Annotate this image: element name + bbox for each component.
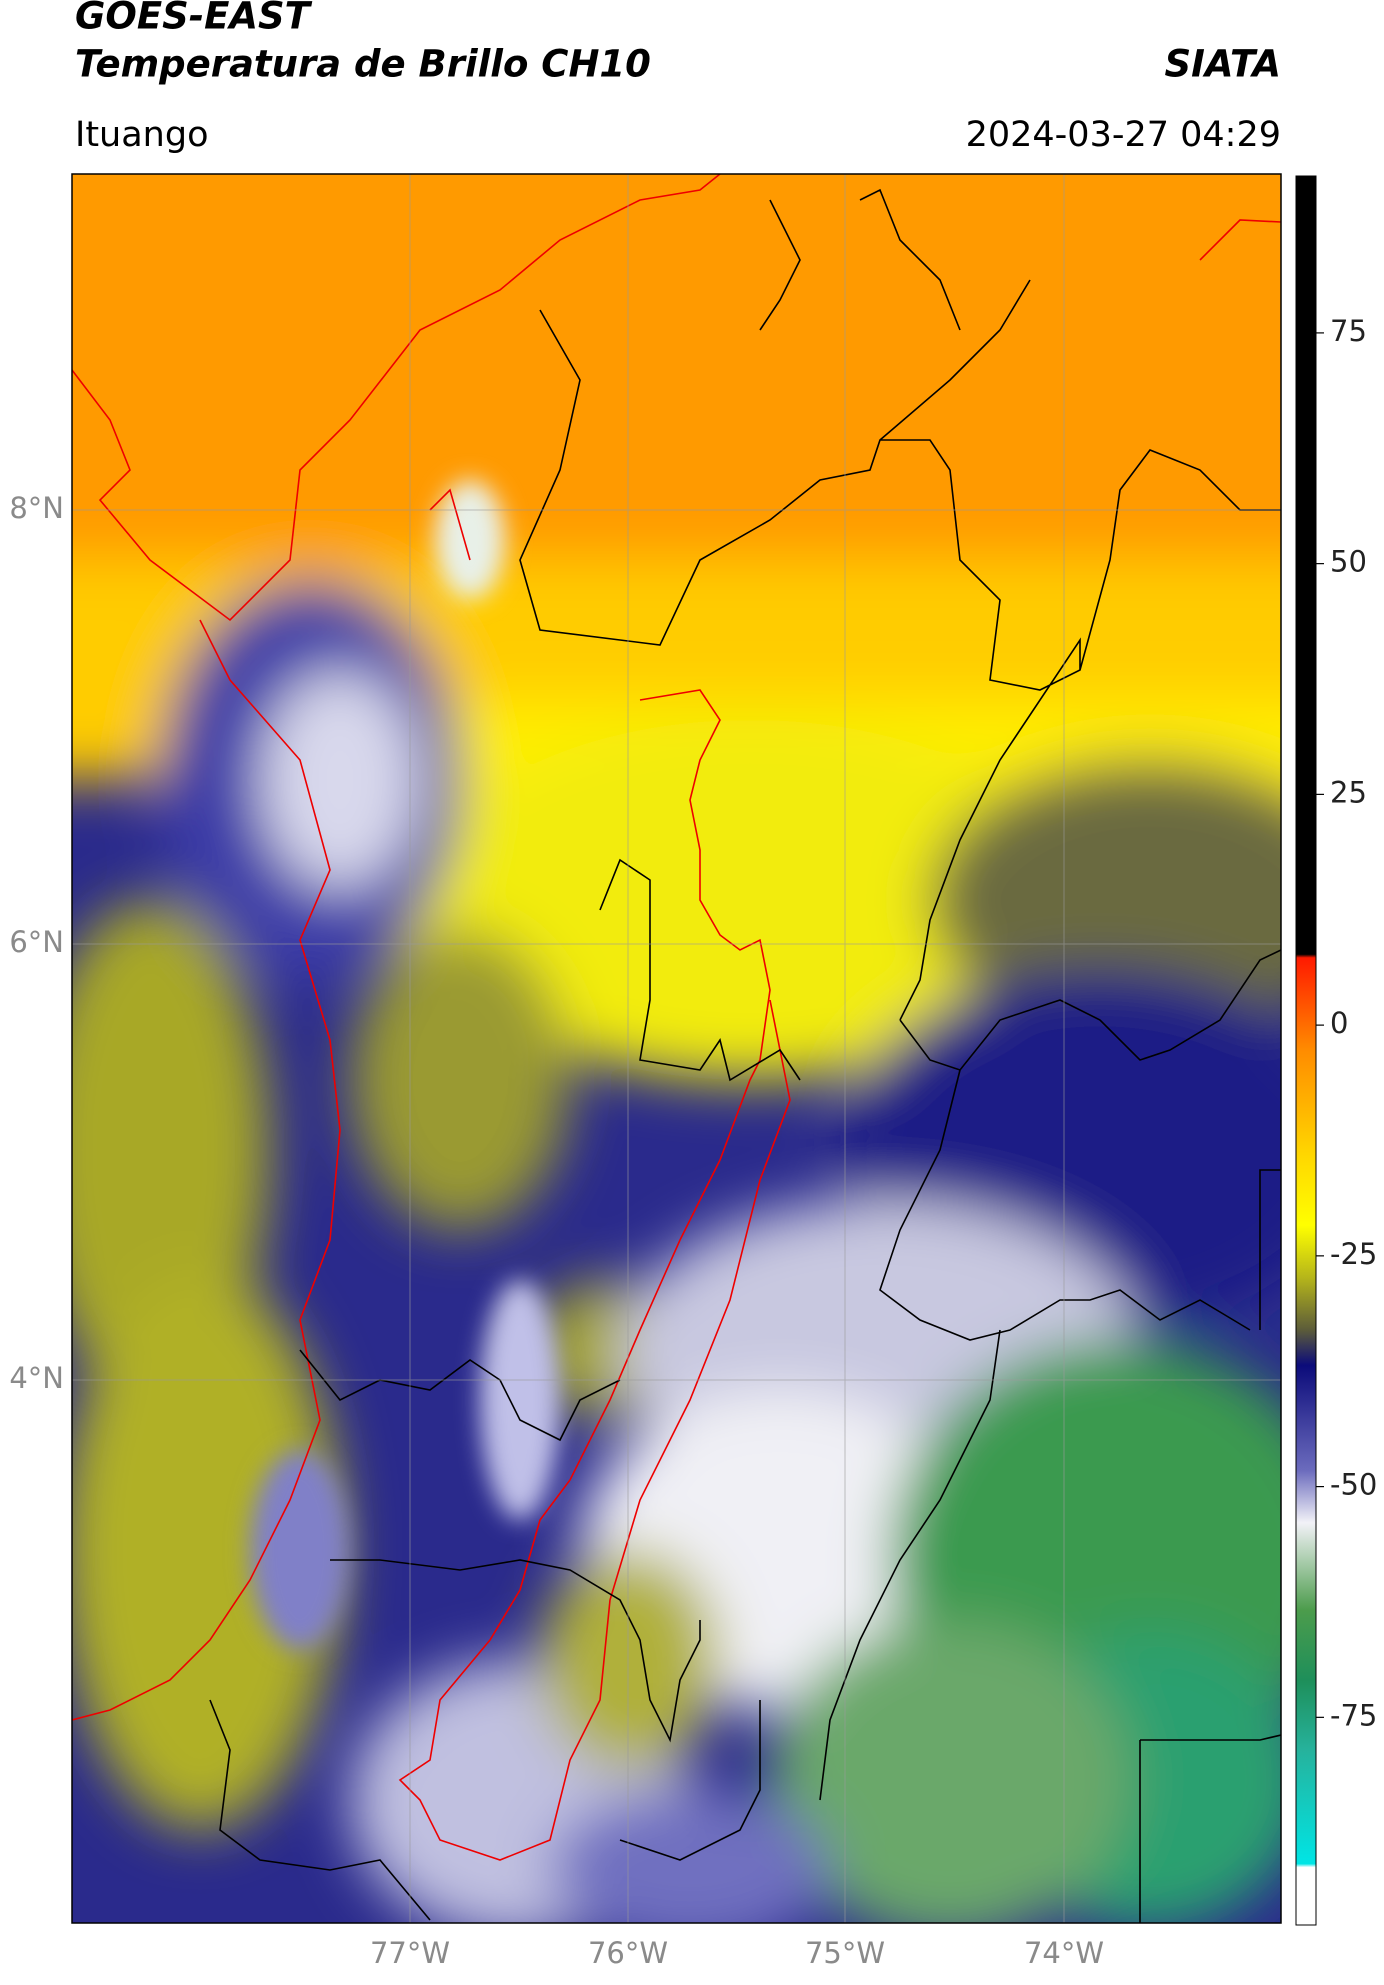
lon-label: 75°W — [805, 1936, 885, 1970]
lon-label: 77°W — [370, 1936, 450, 1970]
colorbar-tick-label: 75 — [1330, 314, 1367, 348]
lon-label: 76°W — [588, 1936, 668, 1970]
colorbar-tick-label: -75 — [1330, 1698, 1377, 1732]
source: SIATA — [1164, 43, 1281, 86]
borders — [72, 174, 1281, 1923]
timestamp: 2024-03-27 04:29 — [966, 115, 1281, 155]
header: GOES-EAST Temperatura de Brillo CH10 SIA… — [75, 0, 1281, 155]
colorbar-tick-label: -50 — [1330, 1468, 1377, 1502]
lat-label: 6°N — [9, 925, 64, 959]
colorbar-tick-label: -25 — [1330, 1237, 1377, 1271]
subtitle: Temperatura de Brillo CH10 — [75, 43, 651, 86]
lat-labels: 8°N 6°N 4°N — [9, 491, 64, 1395]
graticule — [72, 174, 1281, 1923]
colorbar: 75 50 25 0 -25 -50 -75 — [1295, 175, 1377, 1926]
lat-label: 8°N — [9, 491, 64, 525]
map-frame — [71, 173, 1282, 1924]
lon-labels: 77°W 76°W 75°W 74°W — [370, 1936, 1104, 1970]
colorbar-tick-label: 50 — [1330, 545, 1367, 579]
title: GOES-EAST — [75, 0, 313, 38]
map-image — [72, 174, 1281, 1923]
colorbar-tick-label: 25 — [1330, 775, 1367, 809]
colorbar-scale — [1295, 175, 1317, 1926]
region: Ituango — [75, 115, 209, 155]
lon-label: 74°W — [1024, 1936, 1104, 1970]
colorbar-tick-label: 0 — [1330, 1006, 1348, 1040]
lat-label: 4°N — [9, 1361, 64, 1395]
